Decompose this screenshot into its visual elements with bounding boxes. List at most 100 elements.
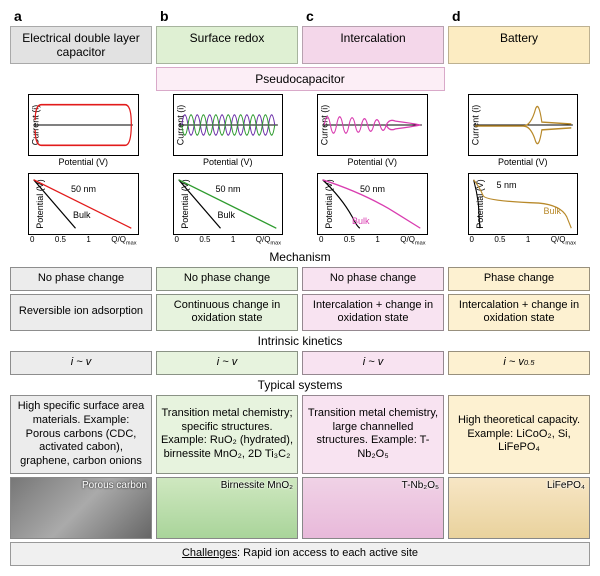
- img-c-wrap: T-Nb₂O₅: [302, 477, 444, 539]
- challenges-label: Challenges: [182, 547, 237, 559]
- cv-chart-row: Current (i) Potential (V) Current (i) Po…: [10, 94, 590, 167]
- cv-chart-b: Current (i) Potential (V): [155, 94, 296, 167]
- cv-chart-c: Current (i) Potential (V): [299, 94, 440, 167]
- typ-row: High specific surface area materials. Ex…: [10, 395, 590, 474]
- section-mechanism: Mechanism: [10, 247, 590, 267]
- kin-a: i ~ v: [10, 351, 152, 375]
- tick-qmax: Q/Qmax: [551, 235, 576, 247]
- spacer: [449, 67, 591, 91]
- mech-b-1: No phase change: [156, 267, 298, 291]
- tick-0: 0: [319, 235, 323, 247]
- anno-bulk: Bulk: [543, 206, 561, 216]
- dis-box-c: Potential (V) 50 nm Bulk: [317, 173, 428, 235]
- typ-a: High specific surface area materials. Ex…: [10, 395, 152, 474]
- panel-label-c: c: [302, 6, 444, 26]
- typ-c: Transition metal chemistry, large channe…: [302, 395, 444, 474]
- tick-qmax: Q/Qmax: [256, 235, 281, 247]
- dis-svg-b: [174, 174, 283, 234]
- panel-label-d: d: [448, 6, 590, 26]
- cv-box-b: Current (i): [173, 94, 284, 156]
- dis-box-d: Potential (V) 5 nm Bulk: [468, 173, 579, 235]
- mech-row-2: Reversible ion adsorption Continuous cha…: [10, 294, 590, 332]
- structure-image-d: LiFePO₄: [448, 477, 590, 539]
- tick-1: 1: [526, 235, 530, 247]
- spacer: [10, 67, 152, 91]
- header-surface-redox: Surface redox: [156, 26, 298, 64]
- header-battery: Battery: [448, 26, 590, 64]
- dis-svg-d: [469, 174, 578, 234]
- tick-row: 0 0.5 1 Q/Qmax: [173, 235, 284, 247]
- typ-b: Transition metal chemistry; specific str…: [156, 395, 298, 474]
- mech-row-1: No phase change No phase change No phase…: [10, 267, 590, 291]
- img-a-wrap: Porous carbon: [10, 477, 152, 539]
- header-pseudocapacitor: Pseudocapacitor: [156, 67, 445, 91]
- kin-row: i ~ v i ~ v i ~ v i ~ v0.5: [10, 351, 590, 375]
- tick-05: 0.5: [494, 235, 505, 247]
- cv-svg-d: [469, 95, 578, 155]
- mech-d-2: Intercalation + change in oxidation stat…: [448, 294, 590, 332]
- mech-d-1: Phase change: [448, 267, 590, 291]
- tick-0: 0: [175, 235, 179, 247]
- tick-1: 1: [231, 235, 235, 247]
- tick-row: 0 0.5 1 Q/Qmax: [317, 235, 428, 247]
- kin-c: i ~ v: [302, 351, 444, 375]
- cv-svg-b: [174, 95, 283, 155]
- bulk-line: [34, 180, 76, 228]
- panel-label-a: a: [10, 6, 152, 26]
- figure-root: a b c d Electrical double layer capacito…: [0, 0, 600, 576]
- cv-chart-d: Current (i) Potential (V): [444, 94, 591, 167]
- tick-qmax: Q/Qmax: [111, 235, 136, 247]
- anno-50nm: 50 nm: [71, 184, 96, 194]
- challenges-text: : Rapid ion access to each active site: [237, 547, 418, 559]
- header-row-2: Pseudocapacitor: [10, 67, 590, 91]
- mech-a-1: No phase change: [10, 267, 152, 291]
- anno-bulk: Bulk: [352, 216, 370, 226]
- section-typical: Typical systems: [10, 375, 590, 395]
- anno-5nm: 5 nm: [497, 180, 517, 190]
- dis-chart-a: Potential (V) 50 nm Bulk 0 0.5 1 Q/Qmax: [10, 173, 151, 247]
- mech-c-2: Intercalation + change in oxidation stat…: [302, 294, 444, 332]
- dis-svg-a: [29, 174, 138, 234]
- discharge-chart-row: Potential (V) 50 nm Bulk 0 0.5 1 Q/Qmax …: [10, 173, 590, 247]
- tick-1: 1: [375, 235, 379, 247]
- panel-label-row: a b c d: [10, 6, 590, 26]
- tick-05: 0.5: [344, 235, 355, 247]
- cv-chart-a: Current (i) Potential (V): [10, 94, 151, 167]
- cv-svg-a: [29, 95, 138, 155]
- cv-svg-c: [318, 95, 427, 155]
- tick-05: 0.5: [55, 235, 66, 247]
- tick-row: 0 0.5 1 Q/Qmax: [28, 235, 139, 247]
- anno-50nm: 50 nm: [216, 184, 241, 194]
- cv-box-c: Current (i): [317, 94, 428, 156]
- dis-chart-c: Potential (V) 50 nm Bulk 0 0.5 1 Q/Qmax: [299, 173, 440, 247]
- x-axis-potential: Potential (V): [317, 157, 428, 167]
- anno-bulk: Bulk: [218, 210, 236, 220]
- challenges-row: Challenges: Rapid ion access to each act…: [10, 542, 590, 566]
- cv-box-d: Current (i): [468, 94, 579, 156]
- img-caption-a: Porous carbon: [82, 480, 147, 491]
- kin-d: i ~ v0.5: [448, 351, 590, 375]
- bulk-line: [178, 180, 220, 228]
- header-row-1: Electrical double layer capacitor Surfac…: [10, 26, 590, 64]
- anno-50nm: 50 nm: [360, 184, 385, 194]
- tick-qmax: Q/Qmax: [400, 235, 425, 247]
- mech-b-2: Continuous change in oxidation state: [156, 294, 298, 332]
- x-axis-potential: Potential (V): [28, 157, 139, 167]
- tick-1: 1: [86, 235, 90, 247]
- mech-a-2: Reversible ion adsorption: [10, 294, 152, 332]
- img-caption-b: Birnessite MnO₂: [221, 480, 293, 491]
- anno-bulk: Bulk: [73, 210, 91, 220]
- dis-box-a: Potential (V) 50 nm Bulk: [28, 173, 139, 235]
- tick-0: 0: [30, 235, 34, 247]
- section-kinetics: Intrinsic kinetics: [10, 331, 590, 351]
- image-row: Porous carbon Birnessite MnO₂ T-Nb₂O₅ Li…: [10, 477, 590, 539]
- img-b-wrap: Birnessite MnO₂: [156, 477, 298, 539]
- nano-line: [473, 180, 571, 228]
- tick-05: 0.5: [199, 235, 210, 247]
- img-caption-c: T-Nb₂O₅: [402, 480, 439, 491]
- dis-svg-c: [318, 174, 427, 234]
- tick-row: 0 0.5 1 Q/Qmax: [468, 235, 579, 247]
- img-caption-d: LiFePO₄: [547, 480, 585, 491]
- kin-b: i ~ v: [156, 351, 298, 375]
- structure-image-b: Birnessite MnO₂: [156, 477, 298, 539]
